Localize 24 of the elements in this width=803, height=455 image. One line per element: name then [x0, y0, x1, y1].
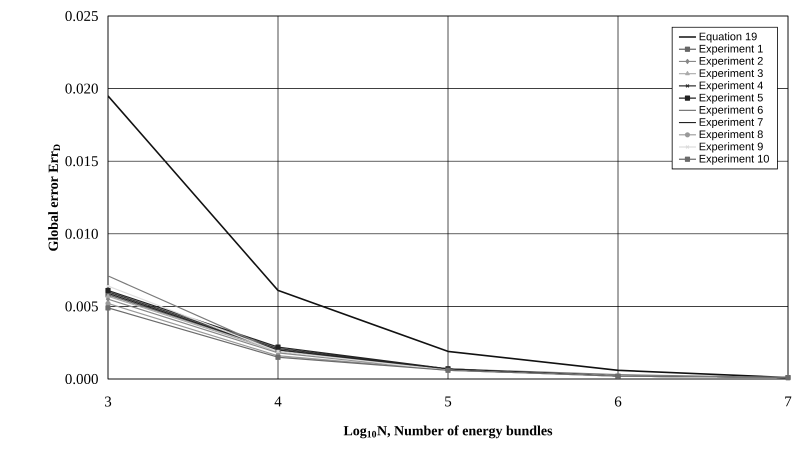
legend-label: Experiment 4 — [700, 81, 763, 92]
legend-label: Experiment 9 — [700, 142, 763, 153]
legend-label: Equation 19 — [700, 32, 757, 42]
legend-label: Experiment 8 — [700, 130, 763, 140]
legend-label: Experiment 1 — [700, 44, 763, 55]
y-tick-label: 0.005 — [65, 301, 98, 312]
legend-label: Experiment 2 — [700, 56, 763, 67]
legend-label: Experiment 10 — [700, 154, 769, 165]
y-axis-title: Global error Err$_{D}$ — [48, 144, 60, 251]
y-tick-label: 0.000 — [65, 374, 98, 384]
x-axis-title: Log$_{10}$N, Number of energy bundles — [344, 425, 552, 438]
legend-label: Experiment 3 — [700, 68, 763, 80]
legend-label: Experiment 5 — [700, 93, 763, 104]
x-tick-label: 5 — [445, 396, 452, 406]
legend-label: Experiment 7 — [700, 118, 763, 128]
x-tick-label: 3 — [104, 396, 112, 407]
legend-label: Experiment 6 — [700, 106, 763, 116]
x-tick-label: 6 — [614, 396, 622, 407]
y-tick-label: 0.010 — [65, 228, 98, 239]
y-tick-label: 0.025 — [65, 10, 98, 22]
y-tick-label: 0.015 — [65, 156, 98, 166]
x-tick-label: 7 — [785, 396, 792, 406]
x-tick-label: 4 — [274, 396, 282, 406]
y-tick-label: 0.020 — [65, 84, 98, 94]
